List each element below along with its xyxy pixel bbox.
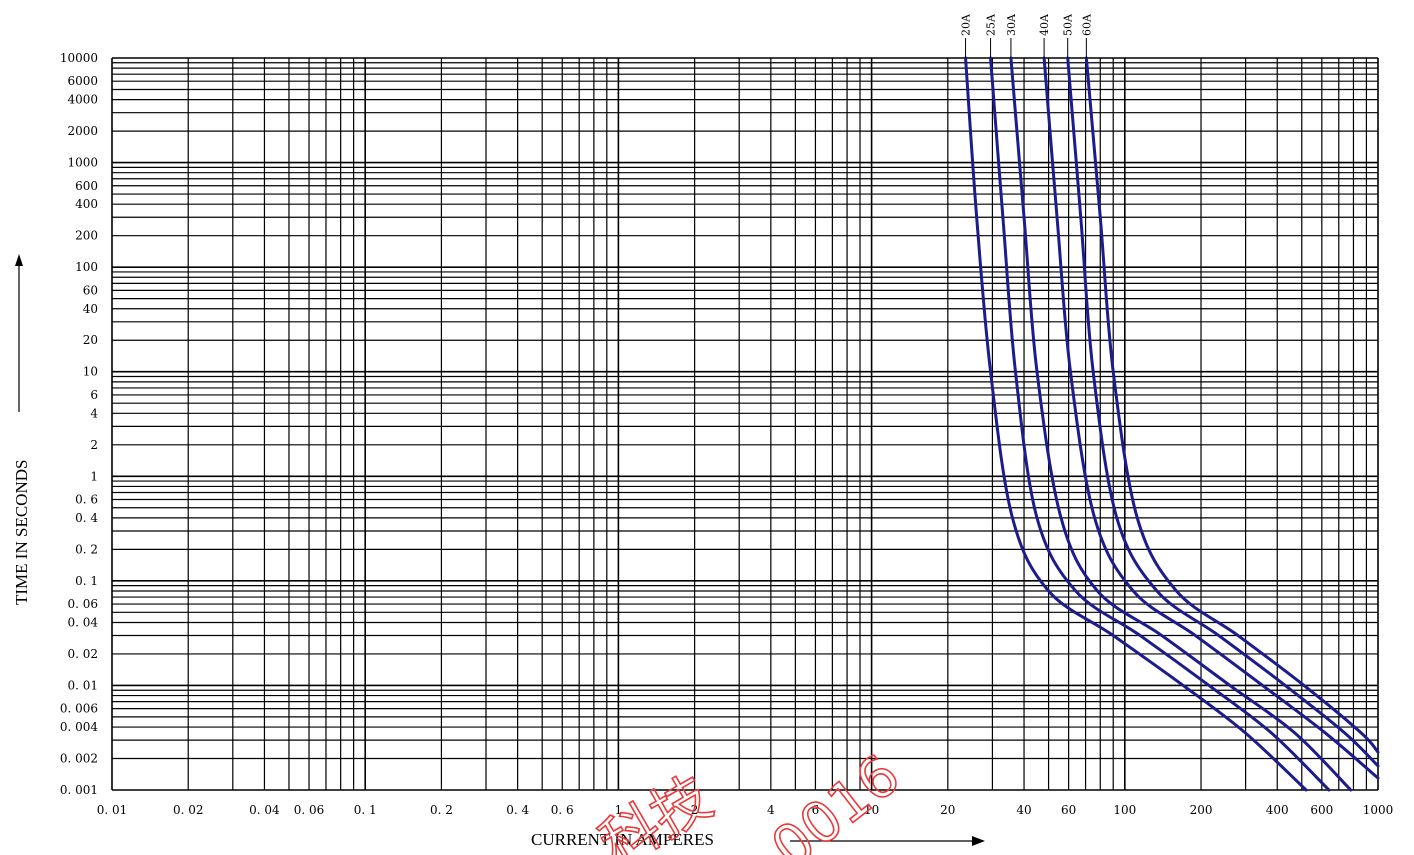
- y-tick-label: 0. 02: [67, 647, 98, 661]
- y-tick-label: 0. 002: [60, 752, 98, 766]
- y-tick-label: 40: [83, 302, 98, 316]
- y-tick-label: 100: [75, 260, 98, 274]
- y-tick-label: 6: [90, 388, 98, 402]
- curve-label-20A: 20A: [960, 13, 973, 36]
- x-tick-label: 0. 04: [249, 803, 280, 817]
- watermark-text-2: 0016: [760, 743, 912, 855]
- curve-label-40A: 40A: [1038, 13, 1051, 36]
- curve-label-30A: 30A: [1005, 13, 1018, 36]
- x-tick-label: 0. 06: [294, 803, 325, 817]
- y-tick-label: 4000: [67, 93, 98, 107]
- x-tick-label: 0. 4: [506, 803, 529, 817]
- curve-60A: [1084, 56, 1380, 754]
- y-axis-arrow-head: [15, 254, 23, 266]
- y-tick-label: 6000: [67, 74, 98, 88]
- x-tick-label: 1: [615, 803, 623, 817]
- x-axis-arrow-head: [972, 836, 985, 846]
- curves: [964, 56, 1380, 792]
- y-tick-label: 20: [83, 333, 98, 347]
- y-tick-label: 10: [83, 365, 98, 379]
- y-tick-label: 1000: [67, 156, 98, 170]
- curve-20A: [964, 56, 1308, 792]
- curve-40A: [1042, 56, 1380, 780]
- y-tick-label: 0. 4: [75, 511, 98, 525]
- curve-label-50A: 50A: [1062, 13, 1075, 36]
- y-axis-label: TIME IN SECONDS: [12, 460, 31, 605]
- y-tick-label: 2: [90, 438, 98, 452]
- x-axis-ticks: 0. 01 0. 02 0. 04 0. 06 0. 1 0. 2 0. 4 0. 6 1 2 4 6…: [97, 803, 1394, 817]
- x-tick-label: 2: [691, 803, 699, 817]
- curve-label-25A: 25A: [985, 13, 998, 36]
- y-tick-label: 0. 001: [60, 783, 98, 797]
- x-tick-label: 0. 01: [97, 803, 128, 817]
- y-tick-label: 0. 1: [75, 574, 98, 588]
- x-tick-label: 0. 1: [354, 803, 377, 817]
- y-tick-label: 0. 6: [75, 492, 98, 506]
- x-tick-label: 40: [1016, 803, 1031, 817]
- y-tick-label: 0. 2: [75, 542, 98, 556]
- grid: [111, 57, 1379, 791]
- y-tick-label: 400: [75, 197, 98, 211]
- x-tick-label: 200: [1190, 803, 1213, 817]
- y-tick-label: 600: [75, 179, 98, 193]
- y-tick-label: 10000: [60, 51, 98, 65]
- x-tick-label: 20: [940, 803, 955, 817]
- y-tick-label: 0. 01: [67, 678, 98, 692]
- y-tick-label: 0. 004: [60, 720, 99, 734]
- x-tick-label: 1000: [1363, 803, 1394, 817]
- y-tick-label: 0. 04: [67, 615, 98, 629]
- x-tick-label: 60: [1061, 803, 1076, 817]
- y-axis-ticks: 10000 6000 4000 2000 1000 600 400 200 100 60 40 20 1…: [60, 51, 99, 797]
- x-axis-label: CURRENT IN AMPERES: [531, 830, 714, 849]
- x-tick-label: 0. 6: [551, 803, 574, 817]
- x-tick-label: 0. 2: [430, 803, 453, 817]
- curve-50A: [1066, 56, 1380, 768]
- curve-30A: [1009, 56, 1353, 792]
- x-tick-label: 400: [1266, 803, 1289, 817]
- curve-labels: 20A 25A 30A 40A 50A 60A: [960, 13, 1093, 58]
- y-tick-label: 2000: [67, 124, 98, 138]
- y-tick-label: 1: [90, 469, 98, 483]
- y-tick-label: 200: [75, 229, 98, 243]
- y-tick-label: 4: [90, 406, 98, 420]
- curve-25A: [989, 56, 1331, 792]
- x-tick-label: 600: [1310, 803, 1333, 817]
- x-tick-label: 6: [812, 803, 820, 817]
- curve-label-60A: 60A: [1080, 13, 1093, 36]
- y-tick-label: 0. 006: [60, 702, 98, 716]
- x-tick-label: 0. 02: [173, 803, 204, 817]
- y-tick-label: 0. 06: [67, 597, 98, 611]
- x-tick-label: 4: [767, 803, 775, 817]
- x-tick-label: 100: [1113, 803, 1136, 817]
- x-tick-label: 10: [864, 803, 879, 817]
- y-tick-label: 60: [83, 283, 98, 297]
